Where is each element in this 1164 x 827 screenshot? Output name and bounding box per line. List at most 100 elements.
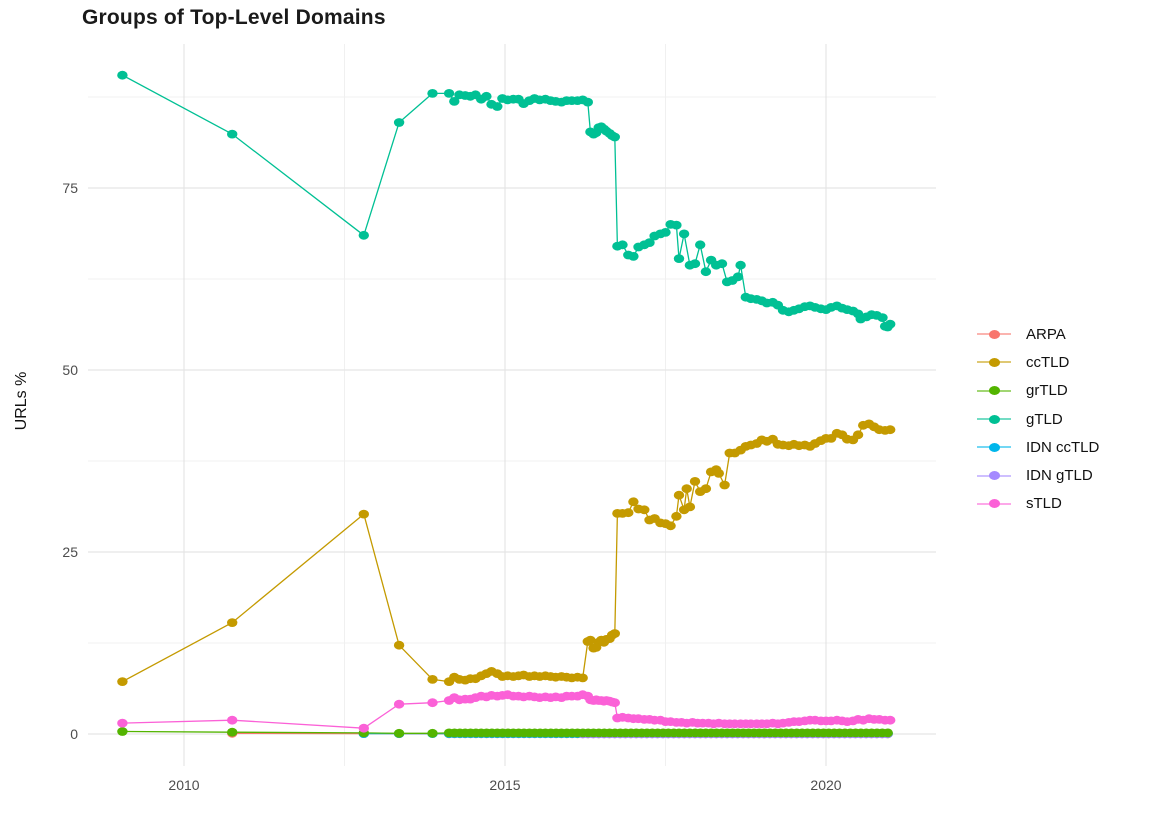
series-point-sTLD xyxy=(117,718,128,728)
series-point-gTLD xyxy=(660,228,671,237)
legend-label: ARPA xyxy=(1026,325,1066,343)
series-point-ccTLD xyxy=(117,677,128,686)
legend-swatch xyxy=(977,467,1011,485)
y-axis-title: URLs % xyxy=(13,371,30,431)
legend-swatch xyxy=(977,495,1011,513)
legend-item-IDN-ccTLD: IDN ccTLD xyxy=(977,433,1099,461)
series-point-gTLD xyxy=(117,70,128,80)
series-point-ccTLD xyxy=(689,477,701,486)
legend-item-sTLD: sTLD xyxy=(977,490,1099,518)
series-point-ccTLD xyxy=(713,469,724,478)
series-line-gTLD xyxy=(122,74,891,328)
legend-swatch xyxy=(977,353,1011,371)
series-point-ccTLD xyxy=(684,502,696,512)
series-point-gTLD xyxy=(427,89,438,98)
series-point-gTLD xyxy=(689,259,701,269)
legend-item-gTLD: gTLD xyxy=(977,405,1099,433)
legend-key-dot-icon xyxy=(988,499,1000,509)
series-point-sTLD xyxy=(885,715,896,725)
legend-label: gTLD xyxy=(1026,410,1063,428)
legend-label: sTLD xyxy=(1026,495,1062,513)
series-point-gTLD xyxy=(358,230,369,240)
series-point-ccTLD xyxy=(719,480,730,490)
series-point-ccTLD xyxy=(393,640,405,650)
x-tick-label: 2020 xyxy=(810,777,841,793)
series-point-gTLD xyxy=(628,252,639,261)
series-point-ccTLD xyxy=(681,484,692,494)
series-point-gTLD xyxy=(700,267,712,277)
legend-swatch xyxy=(977,325,1011,343)
series-point-sTLD xyxy=(227,715,238,725)
series-ccTLD xyxy=(117,419,896,686)
series-point-gTLD xyxy=(877,313,888,322)
series-point-gTLD xyxy=(481,91,492,101)
series-point-grTLD xyxy=(393,728,405,738)
series-point-grTLD xyxy=(882,728,893,738)
legend-swatch xyxy=(977,382,1011,400)
legend-key-dot-icon xyxy=(988,357,1000,367)
series-point-sTLD xyxy=(393,699,405,709)
series-grTLD xyxy=(117,727,893,738)
series-sTLD xyxy=(117,690,896,733)
series-point-gTLD xyxy=(716,259,728,269)
legend-swatch xyxy=(977,410,1011,428)
y-tick-label: 0 xyxy=(70,726,78,742)
series-point-sTLD xyxy=(609,698,620,708)
series-point-gTLD xyxy=(617,240,628,250)
series-point-grTLD xyxy=(427,728,438,738)
legend-key-dot-icon xyxy=(988,414,1000,424)
series-point-grTLD xyxy=(227,727,238,737)
series-point-ccTLD xyxy=(427,675,438,684)
series-point-ccTLD xyxy=(227,618,238,627)
series-point-gTLD xyxy=(227,129,238,139)
x-tick-label: 2010 xyxy=(168,777,199,793)
series-point-grTLD xyxy=(117,727,128,736)
series-point-gTLD xyxy=(732,272,744,282)
series-point-gTLD xyxy=(885,319,896,329)
series-gTLD xyxy=(117,70,896,332)
legend-key-dot-icon xyxy=(988,442,1000,452)
legend-key-dot-icon xyxy=(988,386,1000,396)
legend-label: ccTLD xyxy=(1026,353,1070,371)
legend-item-ARPA: ARPA xyxy=(977,320,1099,348)
series-point-ccTLD xyxy=(885,425,896,435)
series-point-gTLD xyxy=(492,102,503,111)
series-point-sTLD xyxy=(427,698,438,708)
legend-item-IDN-gTLD: IDN gTLD xyxy=(977,461,1099,489)
series-point-gTLD xyxy=(644,238,655,248)
y-tick-label: 75 xyxy=(62,180,78,196)
series-point-gTLD xyxy=(735,260,746,270)
series-point-gTLD xyxy=(671,220,682,230)
series-point-ccTLD xyxy=(671,511,682,521)
series-point-gTLD xyxy=(449,97,460,106)
series-point-ccTLD xyxy=(665,521,676,531)
series-point-gTLD xyxy=(673,254,685,263)
legend-label: IDN gTLD xyxy=(1026,467,1093,485)
legend-item-ccTLD: ccTLD xyxy=(977,348,1099,376)
series-point-gTLD xyxy=(695,240,706,250)
legend-label: IDN ccTLD xyxy=(1026,438,1100,456)
y-tick-label: 25 xyxy=(62,544,78,560)
series-point-gTLD xyxy=(609,132,620,142)
series-point-ccTLD xyxy=(623,508,634,518)
series-point-gTLD xyxy=(582,97,593,107)
series-point-ccTLD xyxy=(700,484,712,494)
y-tick-label: 50 xyxy=(62,362,78,378)
series-point-gTLD xyxy=(443,89,455,98)
series-point-ccTLD xyxy=(358,509,369,519)
series-point-ccTLD xyxy=(639,505,650,515)
chart-title: Groups of Top-Level Domains xyxy=(82,6,386,29)
series-point-ccTLD xyxy=(628,497,639,507)
series-point-ccTLD xyxy=(852,430,864,440)
legend-item-grTLD: grTLD xyxy=(977,377,1099,405)
legend-label: grTLD xyxy=(1026,382,1068,400)
legend-key-dot-icon xyxy=(988,471,1000,481)
series-point-gTLD xyxy=(393,118,405,127)
legend: ARPA ccTLD grTLD gTLD IDN ccTLD IDN gTLD sTLD xyxy=(977,320,1099,518)
legend-key-dot-icon xyxy=(988,329,1000,339)
series-point-ccTLD xyxy=(577,673,588,683)
series-point-ccTLD xyxy=(585,635,596,645)
series-point-gTLD xyxy=(678,229,690,239)
